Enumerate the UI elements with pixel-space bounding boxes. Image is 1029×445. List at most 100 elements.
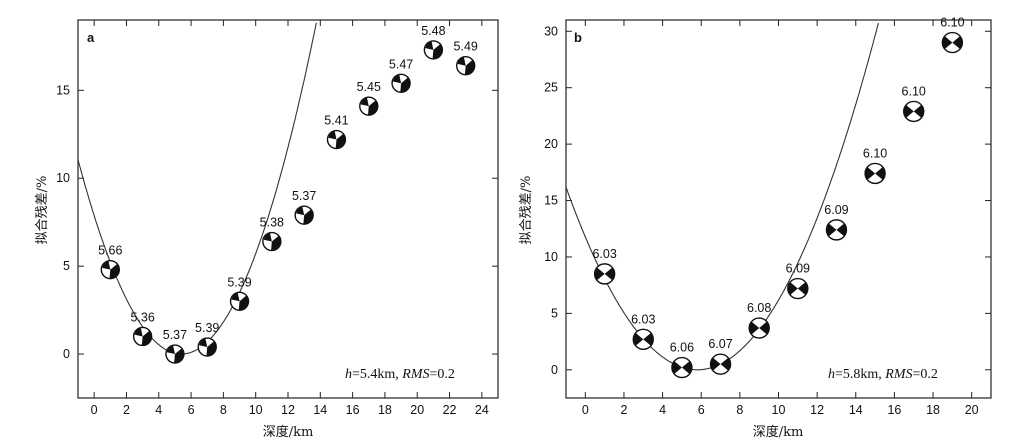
data-point: 5.45 bbox=[357, 80, 381, 116]
y-tick-label: 5 bbox=[63, 259, 70, 273]
beachball-compression bbox=[360, 97, 369, 107]
x-tick-label: 14 bbox=[313, 403, 327, 417]
beachball-compression bbox=[231, 292, 240, 302]
panel-a-xlabel: 深度/km bbox=[263, 424, 314, 440]
x-tick-label: 22 bbox=[443, 403, 457, 417]
x-tick-label: 14 bbox=[849, 403, 863, 417]
panel-a-h-label: h bbox=[345, 367, 352, 382]
beachball-compression bbox=[952, 36, 963, 49]
beachball-compression bbox=[942, 36, 953, 49]
magnitude-label: 6.03 bbox=[592, 247, 616, 261]
magnitude-label: 6.09 bbox=[786, 262, 810, 276]
data-point: 5.38 bbox=[260, 216, 284, 252]
beachball-compression bbox=[903, 104, 914, 118]
beachball-compression bbox=[335, 133, 346, 149]
panel-a-y-ticks: 0 5 10 15 bbox=[56, 83, 498, 361]
panel-a-x-ticks: 0 2 4 6 8 10 12 14 16 18 20 22 24 bbox=[91, 20, 489, 417]
beachball-compression bbox=[296, 206, 305, 216]
magnitude-label: 5.47 bbox=[389, 57, 413, 71]
y-tick-label: 30 bbox=[544, 24, 558, 38]
data-point: 6.03 bbox=[592, 247, 617, 285]
panel-b-x-ticks: 0 2 4 6 8 10 12 14 16 18 20 bbox=[582, 20, 979, 417]
beachball-compression bbox=[749, 321, 760, 335]
panel-b-points: 6.03 6.03 6.06 6.07 6.08 6.09 6.09 6.10 6.10 6.10 bbox=[592, 16, 965, 379]
magnitude-label: 5.41 bbox=[324, 114, 348, 128]
beachball-compression bbox=[174, 348, 184, 364]
beachball-compression bbox=[367, 100, 378, 116]
data-point: 6.09 bbox=[824, 203, 849, 241]
magnitude-label: 5.66 bbox=[98, 244, 122, 258]
data-point: 6.10 bbox=[902, 84, 926, 123]
data-point: 6.03 bbox=[631, 312, 655, 351]
magnitude-label: 5.37 bbox=[292, 189, 316, 203]
beachball-compression bbox=[826, 223, 837, 237]
y-tick-label: 10 bbox=[56, 171, 70, 185]
panel-a-rms-value: =0.2 bbox=[430, 367, 455, 382]
magnitude-label: 5.39 bbox=[195, 321, 219, 335]
data-point: 6.06 bbox=[670, 341, 694, 379]
beachball-compression bbox=[787, 282, 798, 295]
magnitude-label: 5.36 bbox=[130, 310, 154, 324]
x-tick-label: 18 bbox=[378, 403, 392, 417]
magnitude-label: 6.08 bbox=[747, 301, 771, 315]
x-tick-label: 2 bbox=[620, 403, 627, 417]
beachball-compression bbox=[206, 341, 217, 357]
magnitude-label: 5.37 bbox=[163, 328, 187, 342]
panel-b-rms-value: =0.2 bbox=[913, 367, 938, 382]
x-tick-label: 2 bbox=[123, 403, 130, 417]
x-tick-label: 12 bbox=[281, 403, 295, 417]
magnitude-label: 6.06 bbox=[670, 341, 694, 355]
beachball-compression bbox=[425, 41, 434, 50]
beachball-compression bbox=[464, 59, 475, 75]
beachball-compression bbox=[710, 357, 721, 371]
beachball-compression bbox=[836, 223, 847, 237]
x-tick-label: 4 bbox=[155, 403, 162, 417]
beachball-compression bbox=[238, 295, 249, 311]
y-tick-label: 15 bbox=[544, 194, 558, 208]
x-tick-label: 4 bbox=[659, 403, 666, 417]
beachball-compression bbox=[392, 74, 402, 84]
data-point: 6.07 bbox=[708, 337, 733, 375]
x-tick-label: 8 bbox=[220, 403, 227, 417]
y-tick-label: 0 bbox=[63, 347, 70, 361]
panel-a-points: 5.66 5.36 5.37 5.39 5.39 5.38 5.37 5.41 5.45 5.47… bbox=[98, 24, 478, 364]
data-point: 5.66 bbox=[98, 244, 123, 280]
beachball-compression bbox=[633, 332, 644, 346]
panel-b-y-ticks: 0 5 10 15 20 25 30 bbox=[544, 24, 991, 377]
magnitude-label: 5.48 bbox=[421, 24, 445, 38]
data-point: 5.37 bbox=[292, 189, 316, 225]
beachball-compression bbox=[604, 267, 615, 281]
panel-a-h-value: =5.4km, bbox=[352, 367, 402, 382]
magnitude-label: 6.09 bbox=[824, 203, 848, 217]
panel-b-xlabel: 深度/km bbox=[753, 424, 804, 440]
x-tick-label: 20 bbox=[410, 403, 424, 417]
magnitude-label: 6.10 bbox=[940, 16, 964, 30]
panel-b-annotation: h=5.8km, RMS=0.2 bbox=[828, 367, 938, 382]
y-tick-label: 20 bbox=[544, 137, 558, 151]
panel-b-frame bbox=[565, 19, 992, 399]
beachball-compression bbox=[865, 167, 876, 180]
x-tick-label: 0 bbox=[91, 403, 98, 417]
data-point: 5.41 bbox=[324, 114, 349, 150]
beachball-compression bbox=[913, 104, 924, 118]
data-point: 6.10 bbox=[940, 16, 965, 54]
data-point: 5.37 bbox=[163, 328, 187, 364]
panel-b-ylabel: 拟合残差/% bbox=[519, 176, 534, 245]
panel-a-ylabel: 拟合残差/% bbox=[35, 176, 50, 245]
x-tick-label: 8 bbox=[736, 403, 743, 417]
data-point: 5.39 bbox=[227, 275, 252, 312]
data-point: 5.36 bbox=[130, 310, 155, 347]
data-point: 6.09 bbox=[786, 262, 810, 300]
panel-b: b 拟合残差/% 深度/km 0 2 4 6 8 10 12 14 16 18 20 0 5 10 15 2… bbox=[519, 16, 992, 440]
beachball-compression bbox=[263, 232, 272, 242]
data-point: 6.10 bbox=[863, 146, 887, 185]
beachball-compression bbox=[109, 263, 120, 279]
data-point: 5.49 bbox=[454, 40, 478, 76]
x-tick-label: 16 bbox=[887, 403, 901, 417]
beachball-compression bbox=[141, 330, 152, 346]
data-point: 5.47 bbox=[389, 57, 413, 93]
beachball-compression bbox=[759, 321, 770, 335]
beachball-compression bbox=[271, 235, 281, 251]
x-tick-label: 16 bbox=[346, 403, 360, 417]
